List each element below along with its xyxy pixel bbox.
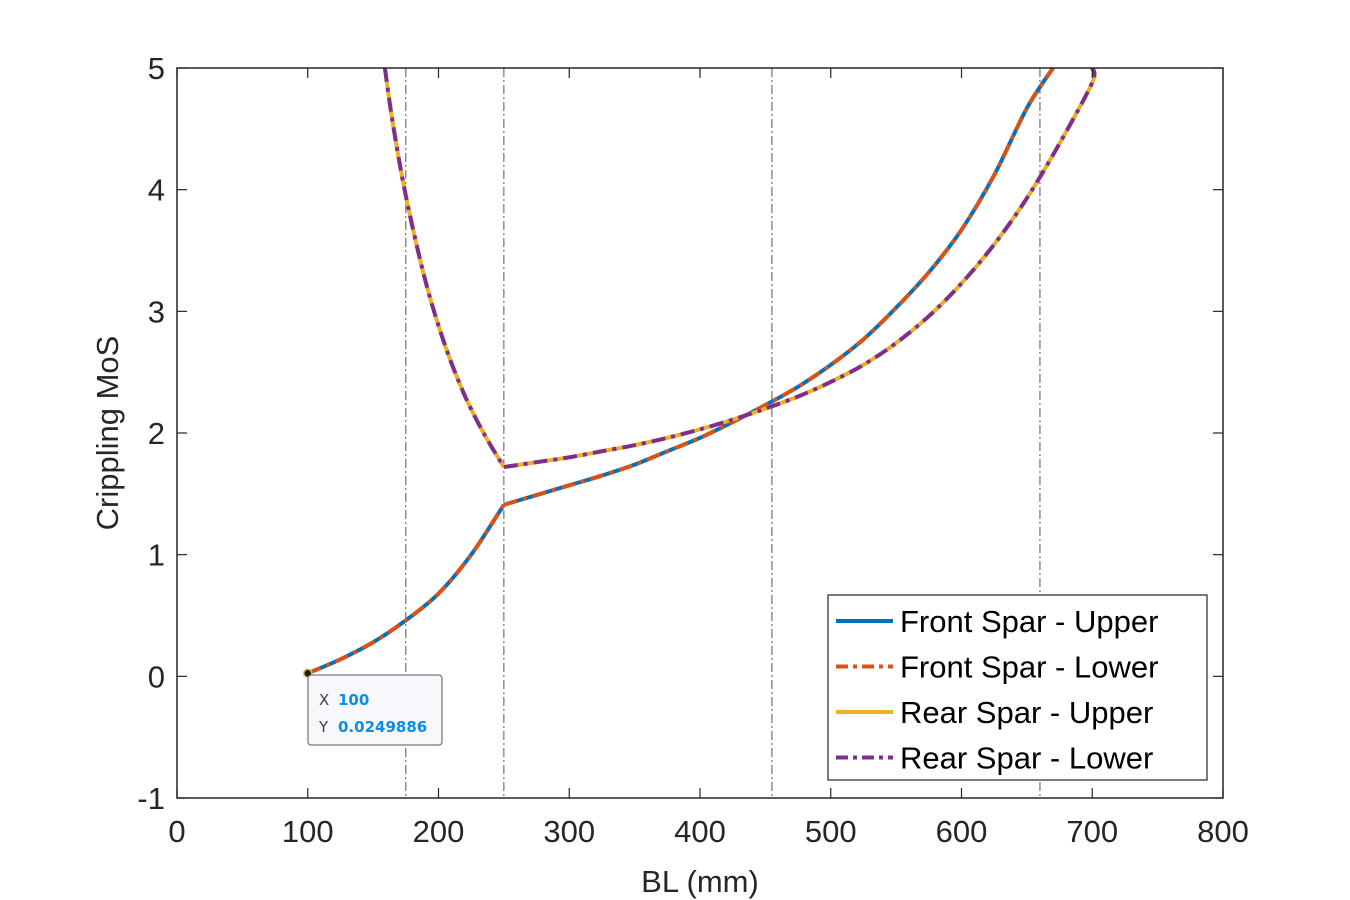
data-tip-y-label: Y xyxy=(318,718,329,736)
legend-label: Front Spar - Lower xyxy=(900,650,1158,685)
y-tick-label: 0 xyxy=(148,659,165,694)
x-tick-label: 400 xyxy=(674,814,726,849)
x-axis-ticks: 0 100 200 300 400 500 600 700 800 xyxy=(168,68,1249,849)
data-tip-x-value: 100 xyxy=(338,691,369,709)
data-tip[interactable]: X 100 Y 0.0249886 xyxy=(303,668,443,746)
x-tick-label: 500 xyxy=(805,814,857,849)
y-axis-label: Crippling MoS xyxy=(90,336,125,531)
legend-item[interactable]: Rear Spar - Lower xyxy=(836,741,1153,776)
data-tip-x-label: X xyxy=(319,691,329,709)
y-tick-label: 5 xyxy=(148,51,165,86)
legend-item[interactable]: Rear Spar - Upper xyxy=(836,695,1153,730)
legend-label: Rear Spar - Upper xyxy=(900,695,1153,730)
x-tick-label: 700 xyxy=(1066,814,1118,849)
series-layer xyxy=(306,66,1097,676)
x-tick-label: 300 xyxy=(543,814,595,849)
y-tick-label: 1 xyxy=(148,538,165,573)
x-tick-label: 600 xyxy=(936,814,988,849)
legend-label: Rear Spar - Lower xyxy=(900,741,1153,776)
legend-item[interactable]: Front Spar - Upper xyxy=(836,604,1158,639)
legend-label: Front Spar - Upper xyxy=(900,604,1158,639)
y-tick-label: -1 xyxy=(137,781,165,816)
series-line-front-spar-lower[interactable] xyxy=(306,66,1055,676)
legend-items: Front Spar - Upper Front Spar - Lower Rear… xyxy=(836,604,1158,776)
series-line-rear-spar-lower[interactable] xyxy=(382,67,1097,470)
x-tick-label: 0 xyxy=(168,814,185,849)
legend-box xyxy=(827,594,1208,781)
x-tick-label: 800 xyxy=(1197,814,1249,849)
legend-item[interactable]: Front Spar - Lower xyxy=(836,650,1158,685)
y-tick-label: 2 xyxy=(148,416,165,451)
x-axis-label: BL (mm) xyxy=(641,864,759,899)
y-tick-label: 4 xyxy=(148,173,165,208)
legend[interactable]: Front Spar - Upper Front Spar - Lower Rear… xyxy=(827,594,1208,781)
x-tick-label: 100 xyxy=(282,814,334,849)
data-tip-box[interactable] xyxy=(307,674,443,746)
data-tip-y-value: 0.0249886 xyxy=(338,718,427,736)
x-tick-label: 200 xyxy=(413,814,465,849)
y-tick-label: 3 xyxy=(148,294,165,329)
y-axis-ticks: -1 0 1 2 3 4 5 xyxy=(137,51,1223,816)
